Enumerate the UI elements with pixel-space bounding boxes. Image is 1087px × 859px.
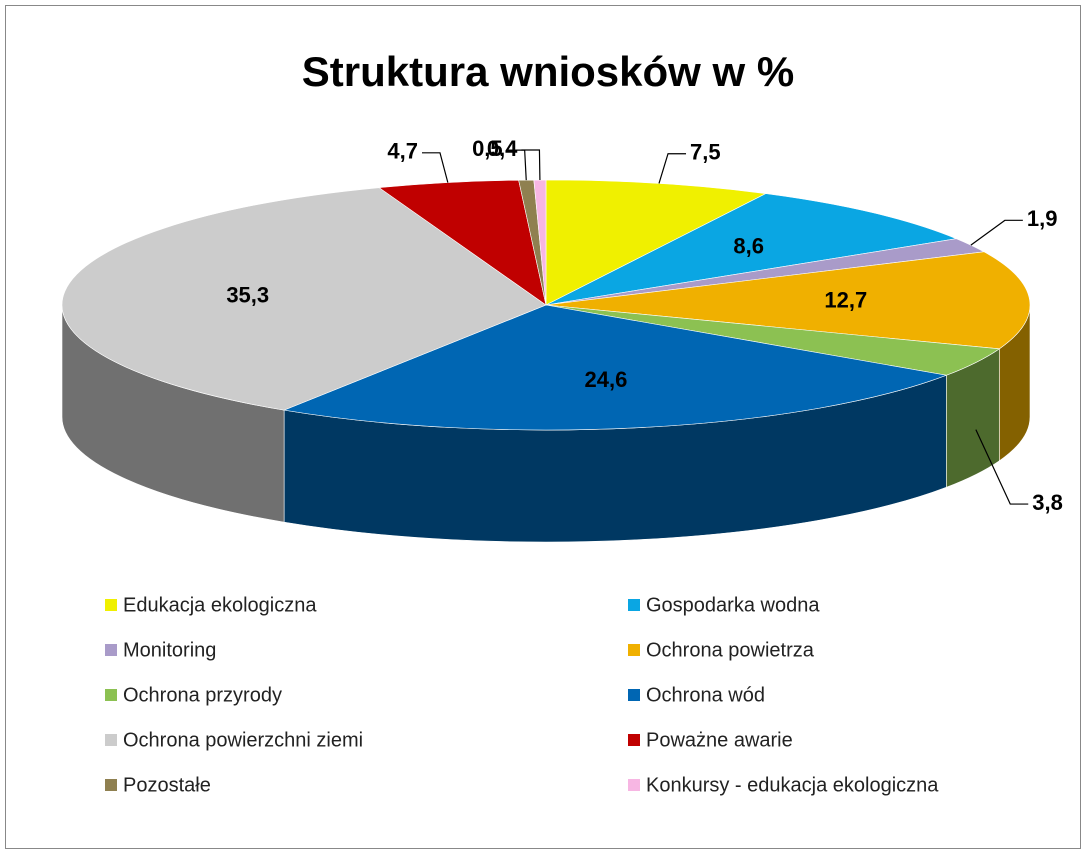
data-label: 0,4	[487, 136, 518, 161]
legend-label: Monitoring	[123, 639, 216, 661]
legend-swatch	[628, 734, 640, 746]
leader-line	[970, 219, 1023, 246]
data-label: 0,5	[472, 136, 503, 161]
legend-swatch	[105, 734, 117, 746]
data-label: 12,7	[824, 288, 867, 313]
legend-swatch	[105, 689, 117, 701]
data-label: 1,9	[1027, 206, 1058, 231]
legend-swatch	[628, 599, 640, 611]
legend-label: Ochrona przyrody	[123, 684, 282, 706]
leader-line	[975, 429, 1029, 505]
data-label: 35,3	[226, 282, 269, 307]
legend-swatch	[628, 779, 640, 791]
legend-label: Ochrona powietrza	[646, 639, 815, 661]
slice	[545, 193, 958, 306]
legend-label: Poważne awarie	[646, 729, 793, 751]
legend-swatch	[628, 689, 640, 701]
legend-swatch	[105, 644, 117, 656]
leader-line	[521, 149, 541, 181]
chart-title: Struktura wniosków w %	[302, 48, 794, 95]
legend-label: Edukacja ekologiczna	[123, 594, 317, 616]
leader-line	[421, 152, 449, 183]
slice	[545, 179, 767, 306]
legend-swatch	[628, 644, 640, 656]
data-label: 7,5	[690, 140, 721, 165]
legend-label: Ochrona powierzchni ziemi	[123, 729, 363, 751]
data-label: 24,6	[585, 367, 628, 392]
legend-swatch	[105, 599, 117, 611]
data-label: 3,8	[1032, 490, 1063, 515]
legend-label: Ochrona wód	[646, 684, 765, 706]
slice	[61, 187, 547, 411]
legend-label: Konkursy - edukacja ekologiczna	[646, 774, 939, 796]
legend-label: Gospodarka wodna	[646, 594, 820, 616]
data-label: 4,7	[387, 139, 418, 164]
leader-line	[658, 153, 687, 184]
slice	[545, 251, 1031, 350]
data-label: 8,6	[733, 234, 764, 259]
slice	[282, 304, 948, 431]
legend-swatch	[105, 779, 117, 791]
legend-label: Pozostałe	[123, 774, 211, 796]
